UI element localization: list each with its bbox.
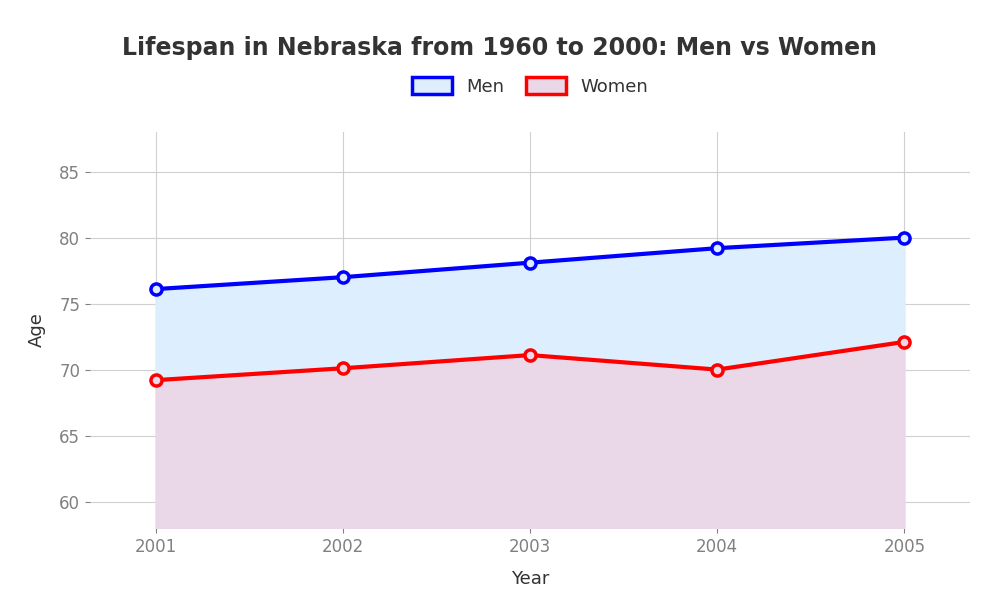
Text: Lifespan in Nebraska from 1960 to 2000: Men vs Women: Lifespan in Nebraska from 1960 to 2000: …: [122, 36, 878, 60]
X-axis label: Year: Year: [511, 569, 549, 587]
Legend: Men, Women: Men, Women: [405, 70, 655, 103]
Y-axis label: Age: Age: [27, 313, 45, 347]
